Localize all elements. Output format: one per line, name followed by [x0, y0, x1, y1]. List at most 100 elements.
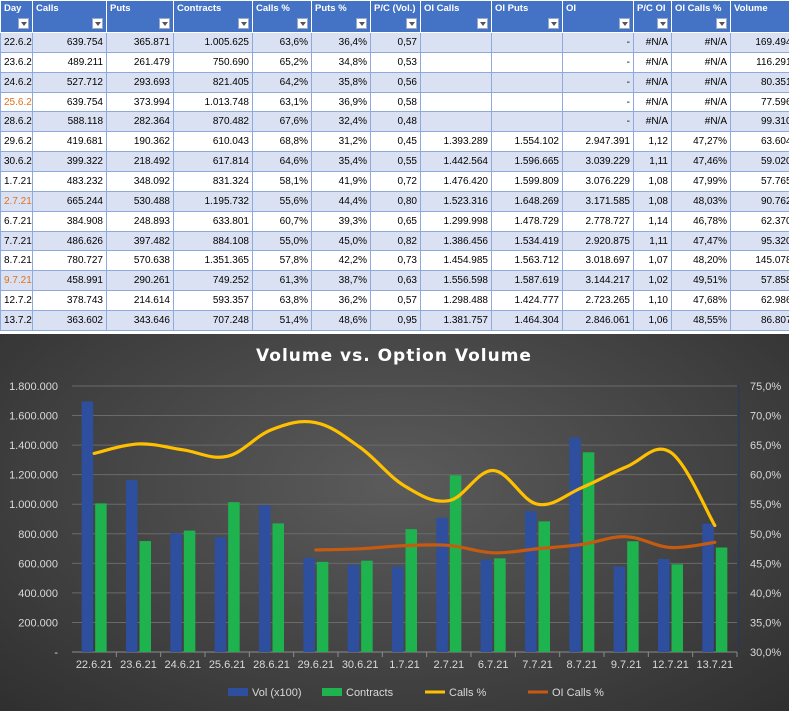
table-cell[interactable]: 2.947.391 — [562, 131, 634, 153]
table-cell[interactable]: - — [562, 51, 634, 73]
table-cell[interactable]: 0,55 — [370, 151, 421, 173]
table-cell[interactable]: 1.596.665 — [491, 151, 563, 173]
table-cell[interactable]: 58,1% — [252, 171, 312, 192]
table-cell[interactable]: 24.6.21 — [0, 71, 33, 93]
table-cell[interactable]: 365.871 — [106, 32, 174, 53]
table-cell[interactable]: 639.754 — [32, 32, 107, 53]
table-cell[interactable]: 1,06 — [633, 310, 672, 331]
table-cell[interactable]: #N/A — [671, 32, 731, 53]
table-cell[interactable]: 55,0% — [252, 230, 312, 252]
table-cell[interactable]: 46,78% — [671, 210, 731, 232]
table-cell[interactable]: 31,2% — [311, 131, 371, 153]
table-cell[interactable]: 588.118 — [32, 111, 107, 133]
table-cell[interactable]: 780.727 — [32, 250, 107, 272]
table-cell[interactable]: 1,08 — [633, 190, 672, 212]
table-cell[interactable]: 1.648.269 — [491, 190, 563, 212]
table-cell[interactable]: 399.322 — [32, 151, 107, 173]
table-cell[interactable]: 0,57 — [370, 290, 421, 312]
table-cell[interactable]: 38,7% — [311, 270, 371, 292]
table-cell[interactable]: 373.994 — [106, 91, 174, 113]
table-cell[interactable]: 47,47% — [671, 230, 731, 252]
table-cell[interactable]: 36,4% — [311, 32, 371, 53]
table-cell[interactable]: 30.6.21 — [0, 151, 33, 173]
table-cell[interactable]: 59.020.630 — [730, 151, 789, 173]
table-cell[interactable]: 63,8% — [252, 290, 312, 312]
table-cell[interactable]: 47,68% — [671, 290, 731, 312]
table-cell[interactable] — [491, 32, 563, 53]
table-cell[interactable]: 190.362 — [106, 131, 174, 153]
table-cell[interactable]: 261.479 — [106, 51, 174, 73]
table-cell[interactable]: 0,57 — [370, 32, 421, 53]
table-cell[interactable]: 63,6% — [252, 32, 312, 53]
table-cell[interactable]: 639.754 — [32, 91, 107, 113]
table-cell[interactable]: 419.681 — [32, 131, 107, 153]
table-cell[interactable]: 282.364 — [106, 111, 174, 133]
table-cell[interactable] — [491, 91, 563, 113]
filter-dropdown-icon[interactable] — [548, 18, 559, 29]
table-cell[interactable]: 63.604.140 — [730, 131, 789, 153]
table-cell[interactable]: 116.291.800 — [730, 51, 789, 73]
table-cell[interactable]: 1.351.365 — [173, 250, 253, 272]
table-cell[interactable]: 0,56 — [370, 71, 421, 93]
table-cell[interactable]: 39,3% — [311, 210, 371, 232]
table-cell[interactable]: 1.478.729 — [491, 210, 563, 232]
table-cell[interactable]: 35,4% — [311, 151, 371, 173]
table-cell[interactable]: - — [562, 32, 634, 53]
table-cell[interactable]: 36,9% — [311, 91, 371, 113]
table-cell[interactable]: 1.298.488 — [420, 290, 492, 312]
table-cell[interactable]: 57,8% — [252, 250, 312, 272]
table-cell[interactable]: #N/A — [671, 71, 731, 93]
table-cell[interactable]: 169.494.100 — [730, 32, 789, 53]
table-cell[interactable]: 0,63 — [370, 270, 421, 292]
table-cell[interactable]: 821.405 — [173, 71, 253, 93]
table-cell[interactable]: 1.587.619 — [491, 270, 563, 292]
table-cell[interactable]: 2.7.21 — [0, 190, 33, 212]
table-cell[interactable]: 1,11 — [633, 151, 672, 173]
table-cell[interactable]: 13.7.21 — [0, 310, 33, 331]
table-cell[interactable] — [491, 51, 563, 73]
table-cell[interactable]: 0,80 — [370, 190, 421, 212]
table-cell[interactable]: 36,2% — [311, 290, 371, 312]
table-cell[interactable]: 1.7.21 — [0, 171, 33, 192]
table-cell[interactable]: 60,7% — [252, 210, 312, 232]
table-cell[interactable]: 218.492 — [106, 151, 174, 173]
table-cell[interactable]: 1,10 — [633, 290, 672, 312]
table-cell[interactable]: 214.614 — [106, 290, 174, 312]
table-cell[interactable] — [420, 32, 492, 53]
table-cell[interactable]: 48,03% — [671, 190, 731, 212]
table-cell[interactable]: 63,1% — [252, 91, 312, 113]
table-cell[interactable]: 80.351.220 — [730, 71, 789, 93]
table-cell[interactable]: 1.563.712 — [491, 250, 563, 272]
table-cell[interactable]: 870.482 — [173, 111, 253, 133]
table-cell[interactable]: 23.6.21 — [0, 51, 33, 73]
table-cell[interactable]: 397.482 — [106, 230, 174, 252]
table-cell[interactable]: 28.6.21 — [0, 111, 33, 133]
table-cell[interactable]: 6.7.21 — [0, 210, 33, 232]
table-cell[interactable]: 1.381.757 — [420, 310, 492, 331]
table-cell[interactable]: 86.807.270 — [730, 310, 789, 331]
table-cell[interactable]: 41,9% — [311, 171, 371, 192]
filter-dropdown-icon[interactable] — [238, 18, 249, 29]
table-cell[interactable]: 348.092 — [106, 171, 174, 192]
table-cell[interactable]: 1.554.102 — [491, 131, 563, 153]
table-cell[interactable]: 884.108 — [173, 230, 253, 252]
table-cell[interactable]: - — [562, 91, 634, 113]
table-cell[interactable]: 1.599.809 — [491, 171, 563, 192]
table-cell[interactable]: 363.602 — [32, 310, 107, 331]
table-cell[interactable]: 458.991 — [32, 270, 107, 292]
table-cell[interactable]: 47,27% — [671, 131, 731, 153]
table-cell[interactable]: 57.858.590 — [730, 270, 789, 292]
table-cell[interactable]: 1.393.289 — [420, 131, 492, 153]
table-cell[interactable]: #N/A — [633, 32, 672, 53]
table-cell[interactable]: 610.043 — [173, 131, 253, 153]
filter-dropdown-icon[interactable] — [716, 18, 727, 29]
table-cell[interactable]: 51,4% — [252, 310, 312, 331]
filter-dropdown-icon[interactable] — [619, 18, 630, 29]
table-cell[interactable]: 1.454.985 — [420, 250, 492, 272]
table-cell[interactable]: 0,95 — [370, 310, 421, 331]
table-cell[interactable]: 527.712 — [32, 71, 107, 93]
filter-dropdown-icon[interactable] — [92, 18, 103, 29]
table-cell[interactable]: 35,8% — [311, 71, 371, 93]
table-cell[interactable]: 1.442.564 — [420, 151, 492, 173]
table-cell[interactable]: 1.195.732 — [173, 190, 253, 212]
